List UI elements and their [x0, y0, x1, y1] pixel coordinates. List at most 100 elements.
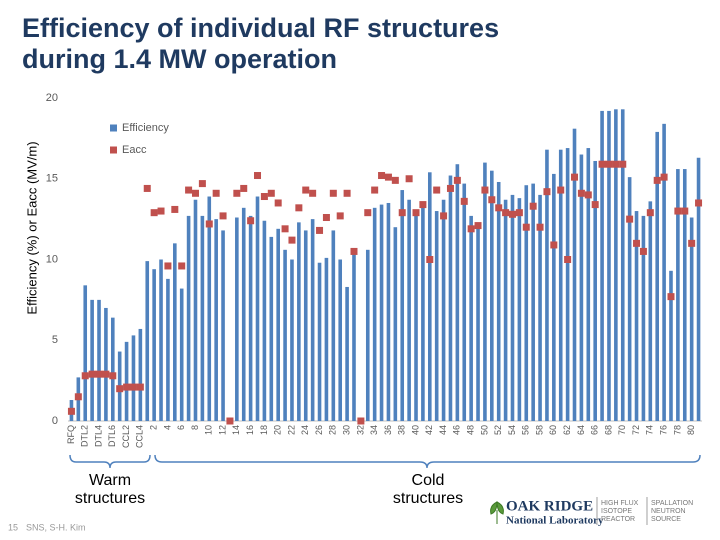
- marker: [502, 209, 510, 217]
- x-tick-label: 2: [149, 425, 159, 430]
- x-tick-label: 78: [672, 425, 682, 435]
- bar: [138, 328, 143, 421]
- bar: [104, 307, 108, 421]
- legend-swatch: [110, 124, 117, 132]
- bar: [600, 110, 604, 422]
- marker: [171, 205, 179, 213]
- bar: [290, 259, 294, 421]
- bar: [476, 227, 480, 421]
- x-tick-label: 54: [507, 425, 517, 435]
- marker: [309, 189, 317, 197]
- logo-text: SPALLATION: [651, 500, 693, 507]
- marker: [550, 241, 558, 249]
- annotation: Warm: [89, 472, 131, 489]
- bar: [345, 286, 349, 421]
- marker: [633, 239, 641, 247]
- bar: [310, 219, 315, 421]
- bar: [648, 201, 653, 421]
- marker: [288, 236, 296, 244]
- x-tick-label: 72: [631, 425, 641, 435]
- marker: [74, 393, 82, 401]
- marker: [667, 293, 675, 301]
- x-tick-label: DTL2: [80, 425, 90, 447]
- marker: [626, 215, 634, 223]
- legend-label: Eacc: [122, 144, 147, 156]
- x-tick-label: CCL2: [121, 425, 131, 448]
- bar: [421, 206, 425, 421]
- x-tick-label: 20: [273, 425, 283, 435]
- title-line: Efficiency of individual RF structures: [22, 13, 499, 43]
- marker: [398, 209, 406, 217]
- bar: [579, 154, 584, 421]
- bar: [90, 299, 94, 421]
- bar: [655, 131, 660, 422]
- marker: [619, 160, 627, 168]
- bar: [524, 185, 529, 421]
- logo-text: SOURCE: [651, 516, 681, 523]
- marker: [653, 176, 661, 184]
- marker: [219, 212, 227, 220]
- logo-text: REACTOR: [601, 516, 635, 523]
- marker: [274, 199, 282, 207]
- y-tick-label: 5: [52, 334, 58, 346]
- bar: [179, 288, 184, 421]
- marker: [564, 256, 572, 263]
- marker: [412, 209, 420, 217]
- marker: [254, 172, 262, 180]
- marker: [67, 407, 75, 415]
- marker: [185, 186, 193, 194]
- marker: [433, 186, 441, 194]
- bar: [145, 261, 150, 421]
- bar: [427, 172, 432, 421]
- bar: [641, 215, 646, 421]
- bar: [173, 243, 177, 421]
- bar: [634, 211, 639, 421]
- legend-label: Efficiency: [122, 122, 169, 134]
- x-tick-label: 42: [424, 425, 434, 435]
- bar: [110, 317, 115, 421]
- x-tick-label: 18: [259, 425, 269, 435]
- x-tick-label: 76: [658, 425, 668, 435]
- marker: [88, 370, 96, 378]
- bar: [248, 215, 253, 421]
- marker: [391, 176, 399, 184]
- x-tick-label: 12: [217, 425, 227, 435]
- bar: [283, 249, 287, 421]
- bar: [682, 169, 687, 421]
- logo-text: NEUTRON: [651, 508, 686, 515]
- bar: [510, 194, 515, 421]
- marker: [543, 188, 551, 196]
- marker: [453, 176, 461, 184]
- logo: OAK RIDGE National Laboratory HIGH FLUX …: [490, 497, 693, 527]
- marker: [281, 225, 289, 233]
- marker: [508, 210, 516, 218]
- bar: [262, 220, 267, 421]
- x-tick-label: 50: [479, 425, 489, 435]
- marker: [419, 201, 427, 209]
- bar: [276, 228, 280, 421]
- bar: [186, 215, 191, 421]
- bar: [545, 149, 549, 421]
- x-tick-label: 32: [355, 425, 365, 435]
- bar: [297, 222, 301, 421]
- marker: [515, 209, 523, 217]
- x-tick-label: 40: [410, 425, 420, 435]
- marker: [695, 199, 703, 207]
- bar: [152, 269, 156, 421]
- marker: [529, 202, 537, 210]
- marker: [522, 223, 530, 231]
- bar: [620, 109, 625, 422]
- page-number: 15: [8, 522, 18, 532]
- bar: [124, 341, 129, 421]
- marker: [481, 186, 489, 194]
- marker: [343, 189, 351, 197]
- x-tick-label: 4: [162, 425, 172, 430]
- x-tick-label: 48: [466, 425, 476, 435]
- bar: [352, 249, 356, 421]
- marker: [571, 173, 579, 181]
- marker: [260, 193, 268, 201]
- marker: [536, 223, 544, 231]
- marker: [405, 175, 413, 183]
- x-tick-label: 58: [534, 425, 544, 435]
